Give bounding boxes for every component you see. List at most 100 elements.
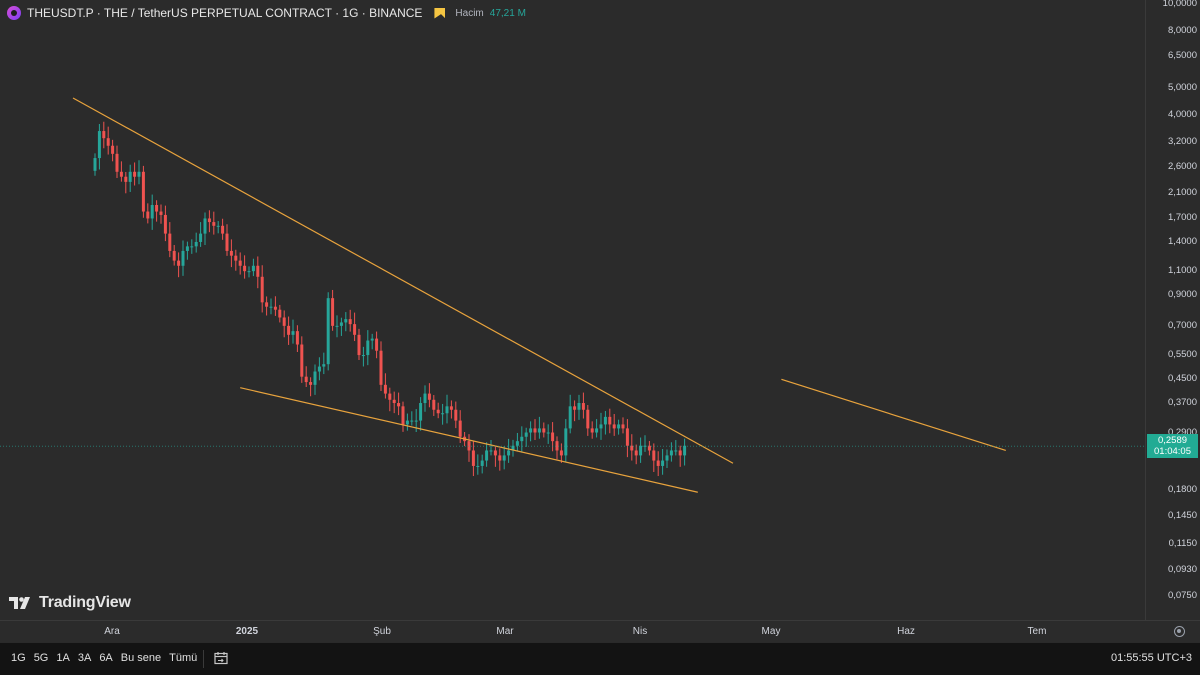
candle-body [529,428,533,433]
candle-body [269,306,273,308]
range-button[interactable]: 1G [11,652,26,664]
candle-body [212,222,216,226]
candle-body [397,403,401,407]
time-tick: Ara [104,626,120,637]
candle-body [304,376,308,383]
candle-body [357,334,361,356]
candle-body [665,455,669,461]
candle-body [454,409,458,421]
candle-body [97,131,101,159]
candle-body [300,344,304,377]
candle-body [265,302,269,307]
candle-body [599,424,603,429]
candle-body [546,432,550,434]
candle-body [141,171,145,212]
price-tick: 1,4000 [1167,235,1197,247]
candle-body [251,265,255,272]
candle-body [256,265,260,277]
candle-body [361,355,365,357]
range-button[interactable]: 1A [56,652,70,664]
candle-body [133,171,137,177]
time-scale[interactable]: Ara 2025 Şub Mar Nis May Haz Tem [0,620,1200,642]
candle-body [410,420,414,422]
candle-body [674,450,678,452]
candle-body [313,371,317,385]
candle-body [419,403,423,421]
trendline[interactable] [240,387,698,493]
candle-body [573,406,577,410]
time-tick: Haz [897,626,915,637]
price-tick: 10,0000 [1162,0,1197,9]
price-tick: 2,1000 [1167,186,1197,198]
price-tick: 0,2900 [1167,426,1197,438]
price-tick: 0,0930 [1167,564,1197,576]
candle-body [502,455,506,461]
price-tick: 0,7000 [1167,319,1197,331]
candle-body [551,432,555,442]
volume-value: 47,21 M [489,7,526,19]
candle-body [225,233,229,251]
date-range-buttons: 1G 5G 1A 3A 6A Bu sene Tümü [11,652,205,664]
candle-body [405,420,409,425]
clock-timezone[interactable]: 01:55:55 UTC+3 [1110,652,1192,664]
candle-body [577,403,581,410]
candle-body [339,322,343,326]
candle-body [683,445,687,456]
candle-body [221,225,225,234]
candle-body [603,416,607,425]
candle-body [291,331,295,335]
tradingview-mark-icon [9,597,30,609]
candle-body [243,265,247,272]
tradingview-wordmark: TradingView [39,594,131,611]
candle-body [476,465,480,467]
trendline[interactable] [72,97,734,464]
tradingview-logo[interactable]: TradingView [9,594,131,612]
candle-body [317,366,321,372]
candle-body [273,306,277,310]
candle-body [520,436,524,442]
candle-body [194,241,198,247]
candle-body [533,428,537,433]
gear-icon[interactable] [1174,626,1185,637]
chart-area[interactable]: THEUSDT.P · THE / TetherUS PERPETUAL CON… [0,0,1145,620]
candle-body [445,406,449,414]
candle-body [370,338,374,341]
price-chart[interactable] [0,0,1145,620]
candle-body [203,218,207,234]
candle-body [177,260,181,266]
trendline[interactable] [781,378,1006,452]
price-tick: 1,7000 [1167,212,1197,224]
candle-body [366,340,370,356]
candle-body [111,145,115,154]
candle-body [625,428,629,446]
candle-body [595,428,599,433]
calendar-icon[interactable] [214,651,228,665]
candle-body [590,428,594,433]
candle-body [295,331,299,345]
range-button[interactable]: 5G [33,652,49,664]
candle-body [432,399,436,410]
candle-body [542,428,546,433]
price-tick: 0,3700 [1167,397,1197,409]
candle-body [128,171,132,182]
candle-body [423,393,427,404]
candle-body [656,460,660,466]
candle-body [190,246,194,248]
flag-icon[interactable] [434,7,446,19]
price-scale[interactable]: 10,0000 8,0000 6,5000 5,0000 4,0000 3,2000 2,6… [1145,0,1200,620]
symbol-title[interactable]: THEUSDT.P · THE / TetherUS PERPETUAL CON… [27,6,423,20]
candle-body [537,428,541,433]
candle-body [102,131,106,139]
price-tick: 0,1150 [1168,538,1197,550]
candle-body [119,171,123,177]
candle-body [661,460,665,466]
candle-body [229,250,233,256]
range-button[interactable]: 3A [77,652,92,664]
candle-body [449,406,453,410]
candle-body [137,171,141,177]
candle-body [344,319,348,323]
range-button[interactable]: 6A [99,652,113,664]
range-button[interactable]: Tümü [169,652,198,664]
candle-body [524,432,528,437]
range-button[interactable]: Bu sene [120,652,162,664]
